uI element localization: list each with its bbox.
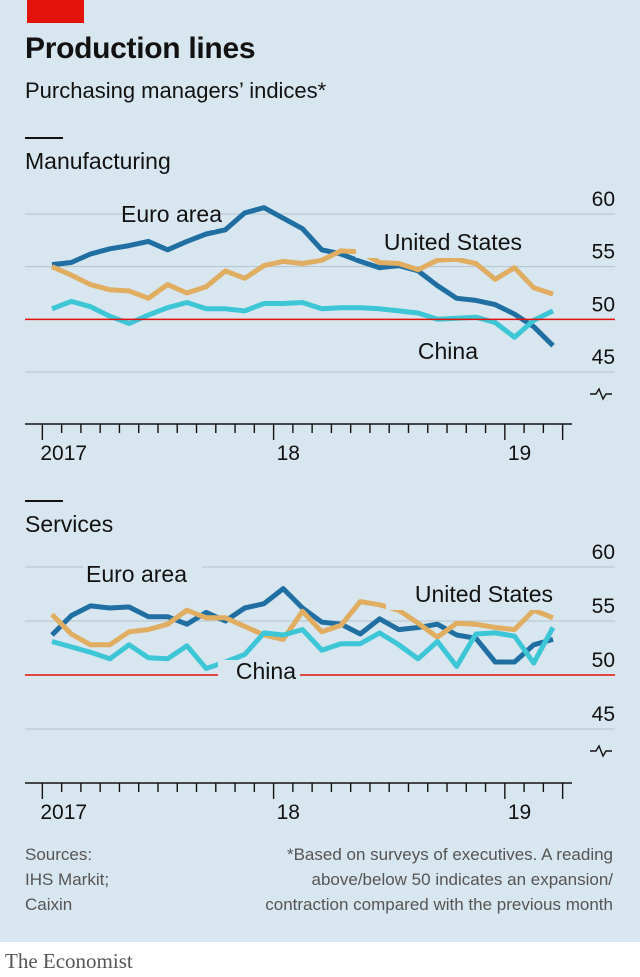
axis-break-icon <box>590 387 612 401</box>
series-label: United States <box>415 581 553 607</box>
y-tick-label: 50 <box>592 649 615 672</box>
series-line-united-states <box>51 248 554 301</box>
x-tick-label: 19 <box>508 801 531 824</box>
sources-line: IHS Markit; <box>25 870 110 889</box>
footnote-line: contraction compared with the previous m… <box>265 895 613 914</box>
series-line-euro-area <box>51 205 555 348</box>
footnote-line: above/below 50 indicates an expansion/ <box>311 870 614 889</box>
series-label: Euro area <box>86 561 187 587</box>
axis-break-icon <box>590 744 612 758</box>
series-label: China <box>236 658 296 684</box>
series-label-bg <box>404 340 482 367</box>
publisher-logo: The Economist <box>5 949 133 973</box>
x-tick-label: 2017 <box>40 442 87 465</box>
series-line-china <box>51 298 555 340</box>
chart-subtitle: Purchasing managers’ indices* <box>25 78 327 103</box>
brand-red-tag <box>27 0 84 23</box>
series-label-bg <box>386 583 557 610</box>
x-tick-label: 2017 <box>40 801 87 824</box>
section-rule-services <box>25 500 63 502</box>
y-tick-label: 60 <box>592 188 615 211</box>
y-tick-label: 45 <box>592 703 615 726</box>
chart-panel <box>0 0 640 942</box>
y-tick-label: 45 <box>592 346 615 369</box>
series-line-united-states <box>50 599 554 648</box>
series-label-bg <box>127 203 215 230</box>
sources-note: Sources: IHS Markit; Caixin <box>25 842 109 917</box>
section-title-manufacturing: Manufacturing <box>25 148 171 174</box>
series-label-bg <box>218 660 300 687</box>
section-title-services: Services <box>25 511 114 537</box>
sources-line: Sources: <box>25 845 93 864</box>
series-label-bg <box>356 231 526 258</box>
series-label-bg <box>83 563 202 590</box>
series-label: United States <box>384 229 522 255</box>
footnote-line: *Based on surveys of executives. A readi… <box>286 845 613 864</box>
series-label: China <box>418 338 478 364</box>
y-tick-label: 55 <box>592 241 615 264</box>
series-label: Euro area <box>121 201 222 227</box>
y-tick-label: 50 <box>592 293 615 316</box>
series-line-china <box>51 626 556 671</box>
y-tick-label: 55 <box>592 595 615 618</box>
manufacturing-chart: 45 50 55 60 Euro area United States China 2017 1… <box>25 188 615 465</box>
x-tick-label: 19 <box>508 442 531 465</box>
x-tick-label: 18 <box>277 442 300 465</box>
chart-title: Production lines <box>25 32 256 65</box>
series-line-euro-area <box>50 586 554 665</box>
x-tick-label: 18 <box>277 801 300 824</box>
services-chart: 45 50 55 60 Euro area United States China 2017 1… <box>25 541 615 824</box>
y-tick-label: 60 <box>592 541 615 564</box>
sources-line: Caixin <box>25 895 73 914</box>
section-rule-manufacturing <box>25 137 63 139</box>
footnote: *Based on surveys of executives. A readi… <box>265 842 613 917</box>
